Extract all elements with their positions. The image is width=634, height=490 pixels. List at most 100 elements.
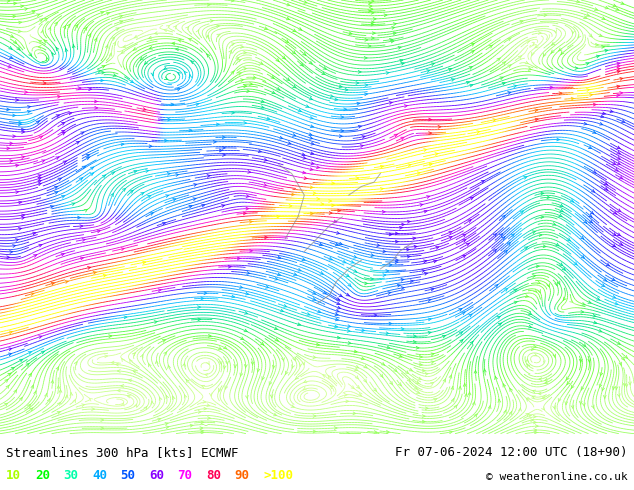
FancyArrowPatch shape — [34, 255, 37, 257]
FancyArrowPatch shape — [617, 151, 620, 154]
FancyArrowPatch shape — [22, 128, 24, 131]
FancyArrowPatch shape — [116, 28, 119, 30]
FancyArrowPatch shape — [469, 314, 472, 317]
FancyArrowPatch shape — [37, 14, 40, 17]
FancyArrowPatch shape — [581, 387, 584, 390]
FancyArrowPatch shape — [560, 204, 563, 207]
FancyArrowPatch shape — [93, 271, 96, 274]
FancyArrowPatch shape — [528, 312, 531, 315]
FancyArrowPatch shape — [399, 355, 402, 357]
FancyArrowPatch shape — [86, 154, 89, 157]
FancyArrowPatch shape — [105, 45, 108, 48]
FancyArrowPatch shape — [541, 216, 543, 219]
FancyArrowPatch shape — [258, 150, 261, 152]
FancyArrowPatch shape — [102, 66, 105, 68]
FancyArrowPatch shape — [94, 38, 97, 42]
FancyArrowPatch shape — [373, 18, 376, 21]
FancyArrowPatch shape — [602, 388, 604, 391]
FancyArrowPatch shape — [348, 342, 351, 344]
FancyArrowPatch shape — [48, 27, 51, 30]
FancyArrowPatch shape — [304, 177, 307, 179]
FancyArrowPatch shape — [365, 93, 368, 96]
FancyArrowPatch shape — [386, 270, 389, 272]
FancyArrowPatch shape — [249, 83, 252, 85]
FancyArrowPatch shape — [346, 400, 349, 403]
FancyArrowPatch shape — [253, 76, 256, 78]
FancyArrowPatch shape — [168, 118, 171, 121]
FancyArrowPatch shape — [13, 135, 16, 138]
FancyArrowPatch shape — [344, 108, 347, 111]
FancyArrowPatch shape — [231, 295, 235, 298]
FancyArrowPatch shape — [245, 395, 249, 398]
FancyArrowPatch shape — [58, 402, 60, 406]
FancyArrowPatch shape — [130, 191, 133, 193]
FancyArrowPatch shape — [538, 290, 540, 293]
FancyArrowPatch shape — [408, 164, 411, 167]
FancyArrowPatch shape — [117, 389, 120, 392]
FancyArrowPatch shape — [310, 212, 313, 215]
FancyArrowPatch shape — [428, 299, 431, 301]
FancyArrowPatch shape — [405, 371, 408, 373]
FancyArrowPatch shape — [617, 342, 620, 344]
FancyArrowPatch shape — [261, 342, 264, 345]
FancyArrowPatch shape — [141, 193, 144, 195]
FancyArrowPatch shape — [451, 78, 455, 81]
FancyArrowPatch shape — [589, 220, 592, 223]
FancyArrowPatch shape — [63, 25, 66, 29]
FancyArrowPatch shape — [61, 130, 65, 133]
FancyArrowPatch shape — [154, 320, 157, 323]
FancyArrowPatch shape — [501, 237, 505, 240]
FancyArrowPatch shape — [22, 214, 25, 217]
FancyArrowPatch shape — [25, 8, 27, 10]
FancyArrowPatch shape — [59, 390, 62, 392]
FancyArrowPatch shape — [145, 61, 148, 64]
FancyArrowPatch shape — [600, 372, 603, 376]
FancyArrowPatch shape — [81, 132, 84, 135]
FancyArrowPatch shape — [146, 170, 148, 172]
FancyArrowPatch shape — [236, 58, 239, 60]
FancyArrowPatch shape — [599, 34, 602, 37]
FancyArrowPatch shape — [55, 192, 58, 194]
FancyArrowPatch shape — [330, 95, 333, 98]
FancyArrowPatch shape — [196, 30, 198, 33]
FancyArrowPatch shape — [518, 56, 521, 59]
FancyArrowPatch shape — [302, 362, 305, 365]
FancyArrowPatch shape — [586, 14, 590, 16]
FancyArrowPatch shape — [348, 284, 351, 287]
FancyArrowPatch shape — [9, 47, 12, 49]
FancyArrowPatch shape — [7, 256, 10, 259]
FancyArrowPatch shape — [292, 134, 295, 136]
FancyArrowPatch shape — [380, 188, 384, 190]
FancyArrowPatch shape — [351, 386, 354, 389]
FancyArrowPatch shape — [266, 286, 269, 288]
FancyArrowPatch shape — [424, 148, 427, 151]
FancyArrowPatch shape — [393, 32, 396, 35]
FancyArrowPatch shape — [298, 269, 301, 271]
FancyArrowPatch shape — [121, 50, 124, 53]
FancyArrowPatch shape — [534, 353, 537, 356]
FancyArrowPatch shape — [28, 404, 30, 407]
FancyArrowPatch shape — [245, 292, 249, 295]
FancyArrowPatch shape — [10, 250, 13, 253]
FancyArrowPatch shape — [431, 361, 434, 364]
FancyArrowPatch shape — [553, 354, 555, 357]
FancyArrowPatch shape — [29, 373, 32, 377]
FancyArrowPatch shape — [121, 143, 124, 146]
FancyArrowPatch shape — [463, 240, 466, 242]
FancyArrowPatch shape — [358, 393, 361, 396]
FancyArrowPatch shape — [191, 61, 194, 64]
FancyArrowPatch shape — [81, 257, 84, 260]
FancyArrowPatch shape — [369, 5, 372, 7]
FancyArrowPatch shape — [7, 0, 10, 2]
FancyArrowPatch shape — [474, 370, 477, 373]
FancyArrowPatch shape — [538, 392, 541, 395]
FancyArrowPatch shape — [541, 192, 544, 195]
FancyArrowPatch shape — [44, 19, 48, 21]
FancyArrowPatch shape — [602, 17, 605, 20]
FancyArrowPatch shape — [275, 338, 278, 341]
FancyArrowPatch shape — [410, 280, 413, 283]
FancyArrowPatch shape — [578, 35, 581, 38]
FancyArrowPatch shape — [430, 288, 434, 291]
FancyArrowPatch shape — [247, 271, 250, 274]
FancyArrowPatch shape — [488, 406, 491, 409]
